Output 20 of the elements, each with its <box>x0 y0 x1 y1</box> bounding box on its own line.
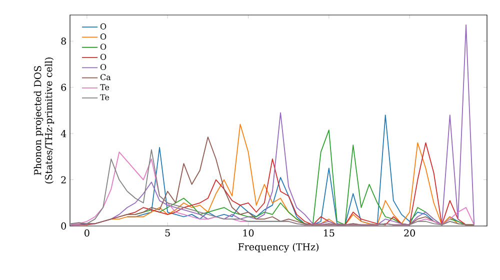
legend-label: Ca <box>100 74 111 80</box>
y-tick-label: 6 <box>61 84 66 91</box>
legend-label: Te <box>100 84 110 90</box>
legend-label: O <box>100 34 106 40</box>
x-tick-label: 5 <box>165 229 170 236</box>
x-tick-label: 15 <box>324 229 334 237</box>
y-tick-label: 4 <box>60 130 66 138</box>
y-tick-label: 2 <box>61 176 66 184</box>
x-tick-label: 10 <box>243 229 254 237</box>
y-axis-title: Phonon projected DOS (States/THz·primitive cell) <box>34 58 54 184</box>
legend-label: Te <box>100 94 110 100</box>
x-tick-label: 0 <box>84 229 90 237</box>
legend-label: O <box>100 54 106 60</box>
legend-label: O <box>100 44 106 50</box>
y-tick-label: 8 <box>61 38 66 45</box>
y-tick-label: 0 <box>61 222 66 230</box>
x-axis-title: Frequency (THz) <box>238 243 318 252</box>
legend-label: O <box>100 64 106 70</box>
x-tick-label: 20 <box>404 229 415 237</box>
legend-label: O <box>100 23 106 30</box>
